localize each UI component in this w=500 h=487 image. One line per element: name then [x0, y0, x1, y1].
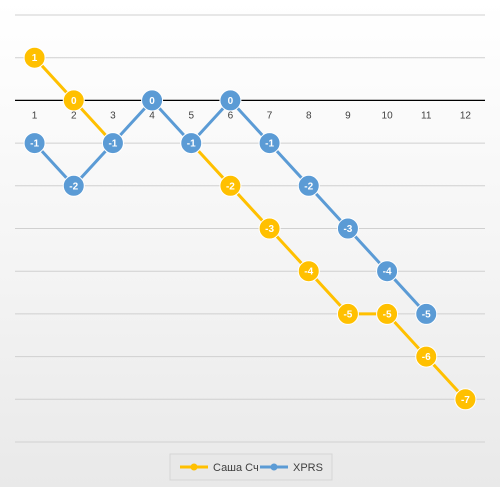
gridlines [15, 14, 485, 443]
series-line [33, 98, 428, 315]
legend-marker [190, 463, 198, 471]
data-point [62, 89, 85, 112]
data-point [297, 174, 320, 197]
data-point [258, 132, 281, 155]
category-tick-label: 1 [32, 110, 38, 121]
category-tick-label: 11 [421, 110, 432, 121]
data-point [415, 345, 438, 368]
data-label: 0 [149, 96, 155, 107]
data-label: -5 [343, 309, 352, 320]
data-point [141, 89, 164, 112]
data-point [415, 302, 438, 325]
category-tick-label: 4 [149, 110, 155, 121]
data-label: -2 [226, 181, 235, 192]
data-label: 0 [228, 96, 234, 107]
data-label: 0 [71, 96, 77, 107]
data-label: -3 [343, 224, 352, 235]
data-point [258, 217, 281, 240]
data-point [101, 132, 124, 155]
data-point [376, 260, 399, 283]
data-label: -4 [304, 267, 313, 278]
data-label: -3 [265, 224, 274, 235]
data-label: -1 [30, 139, 39, 150]
data-label: -7 [461, 395, 470, 406]
category-tick-label: 7 [267, 110, 273, 121]
category-tick-label: 8 [306, 110, 312, 121]
data-label: -6 [422, 352, 431, 363]
legend-label: XPRS [293, 462, 323, 474]
series-points: 10-1-1-2-3-4-5-5-6-7-1-2-10-10-1-2-3-4-5 [23, 46, 477, 411]
data-point [219, 89, 242, 112]
data-label: -1 [265, 139, 274, 150]
category-tick-labels: 1 2 3 4 5 6 7 8 9 10 11 12 [32, 110, 472, 121]
category-tick-label: 12 [460, 110, 472, 121]
legend: Саша Сч XPRS [169, 453, 333, 481]
data-point [336, 217, 359, 240]
data-point [23, 46, 46, 69]
category-tick-label: 3 [110, 110, 116, 121]
data-point [376, 302, 399, 325]
data-label: -2 [69, 181, 78, 192]
data-label: -5 [422, 309, 431, 320]
data-label: 1 [32, 53, 38, 64]
legend-label: Саша Сч [213, 462, 259, 474]
legend-marker [270, 463, 278, 471]
category-tick-label: 6 [228, 110, 234, 121]
data-label: -1 [108, 139, 117, 150]
category-tick-label: 10 [382, 110, 394, 121]
data-point [180, 132, 203, 155]
category-tick-label: 9 [345, 110, 351, 121]
data-point [297, 260, 320, 283]
data-point [454, 388, 477, 411]
data-point [336, 302, 359, 325]
data-point [23, 132, 46, 155]
category-tick-label: 5 [188, 110, 194, 121]
data-point [219, 174, 242, 197]
data-label: -2 [304, 181, 313, 192]
category-tick-label: 2 [71, 110, 77, 121]
data-point [62, 174, 85, 197]
data-label: -4 [383, 267, 392, 278]
data-label: -1 [187, 139, 196, 150]
data-label: -5 [383, 309, 392, 320]
